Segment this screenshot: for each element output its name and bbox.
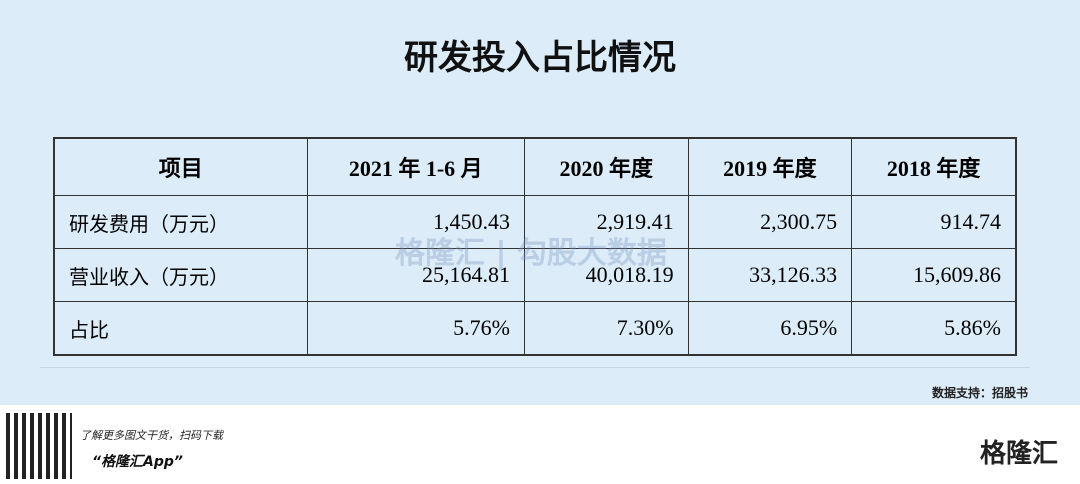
divider: [40, 367, 1030, 368]
cell: 914.74: [851, 195, 1017, 249]
column-header: 2018 年度: [851, 137, 1017, 196]
column-header: 2019 年度: [687, 137, 853, 196]
qr-code: [6, 413, 72, 479]
watermark: 格隆汇 | 勾股大数据: [395, 236, 667, 271]
column-header: 2021 年 1-6 月: [306, 137, 525, 196]
promo: 了解更多图文干货，扫码下载: [80, 429, 223, 442]
wm-slogan: 勾股大数据: [516, 236, 667, 271]
cell: 6.95%: [687, 301, 853, 356]
cell: 7.30%: [523, 301, 689, 356]
cell: 33,126.33: [687, 248, 853, 302]
cell: 5.86%: [851, 301, 1017, 356]
column-header: 项目: [53, 137, 308, 196]
cell: 5.76%: [306, 301, 525, 356]
footer: 了解更多图文干货，扫码下载 “格隆汇App” 格隆汇: [0, 405, 1080, 484]
cell: 1,450.43: [306, 195, 525, 249]
logo: 格隆汇: [979, 439, 1058, 469]
title: 研发投入占比情况: [404, 38, 676, 78]
wm-brand: 格隆汇: [395, 236, 485, 271]
cell: 营业收入（万元）: [53, 248, 308, 302]
row: 占比 5.76% 7.30% 6.95% 5.86%: [53, 301, 1017, 356]
cell: 15,609.86: [851, 248, 1017, 302]
data-table: 项目 2021 年 1-6 月 2020 年度 2019 年度 2018 年度研发费用（…: [53, 137, 1017, 356]
cell: 占比: [53, 301, 308, 356]
cell: 研发费用（万元）: [53, 195, 308, 249]
cell: 2,919.41: [523, 195, 689, 249]
cell: 25,164.81: [306, 248, 525, 302]
column-header: 2020 年度: [523, 137, 689, 196]
row: 营业收入（万元） 25,164.81 40,018.19 33,126.33 15,60…: [53, 248, 1017, 302]
cell: 2,300.75: [687, 195, 853, 249]
app-name: “格隆汇App”: [92, 454, 183, 470]
source: 数据支持：招股书: [931, 386, 1028, 400]
cell: 40,018.19: [523, 248, 689, 302]
